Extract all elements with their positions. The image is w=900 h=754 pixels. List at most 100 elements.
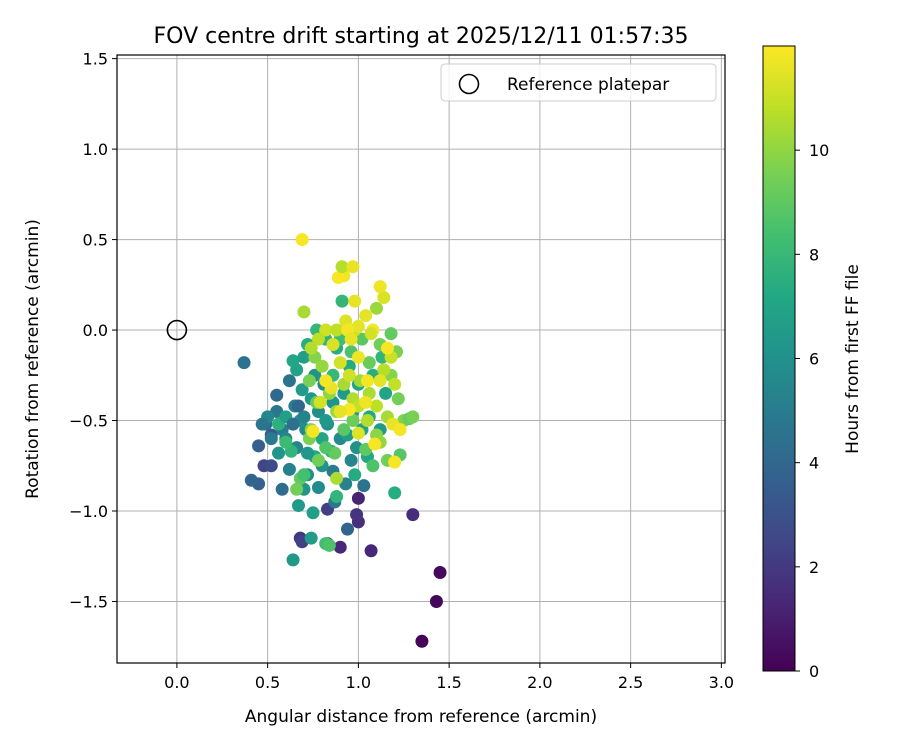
colorbar: 0 2 4 6 8 10 Hours from first FF file bbox=[762, 45, 863, 681]
scatter-point bbox=[380, 341, 394, 355]
scatter-points bbox=[166, 233, 447, 648]
scatter-point bbox=[373, 374, 387, 388]
scatter-point bbox=[351, 350, 365, 364]
scatter-point bbox=[415, 634, 429, 648]
scatter-point bbox=[333, 540, 347, 554]
scatter-point bbox=[364, 327, 378, 341]
scatter-point bbox=[301, 446, 315, 460]
x-tick-label: 0.0 bbox=[164, 673, 189, 692]
colorbar-tick-label: 4 bbox=[809, 454, 819, 473]
scatter-point bbox=[357, 479, 371, 493]
x-tick-label: 3.0 bbox=[709, 673, 734, 692]
scatter-point bbox=[237, 356, 251, 370]
scatter-point bbox=[313, 395, 327, 409]
reference-platepar-marker bbox=[166, 319, 188, 341]
scatter-point bbox=[319, 414, 333, 428]
scatter-point bbox=[346, 414, 360, 428]
scatter-point bbox=[364, 544, 378, 558]
scatter-point bbox=[362, 356, 376, 370]
scatter-point bbox=[331, 271, 345, 285]
y-tick-label: 1.0 bbox=[83, 140, 108, 159]
scatter-point bbox=[391, 392, 405, 406]
scatter-point bbox=[252, 439, 266, 453]
scatter-point bbox=[337, 423, 351, 437]
scatter-point bbox=[333, 404, 347, 418]
scatter-point bbox=[297, 468, 311, 482]
scatter-point bbox=[311, 453, 325, 467]
scatter-point bbox=[348, 294, 362, 308]
scatter-point bbox=[319, 374, 333, 388]
scatter-point bbox=[359, 395, 373, 409]
scatter-point bbox=[388, 486, 402, 500]
scatter-point bbox=[344, 332, 358, 346]
scatter-point bbox=[286, 354, 300, 368]
y-axis-label: Rotation from reference (arcmin) bbox=[23, 219, 43, 499]
scatter-point bbox=[335, 260, 349, 274]
scatter-point bbox=[322, 538, 336, 552]
scatter-point bbox=[351, 491, 365, 505]
scatter-point bbox=[264, 432, 278, 446]
y-tick-label: −1.0 bbox=[69, 502, 108, 521]
scatter-point bbox=[406, 508, 420, 522]
scatter-point bbox=[275, 482, 289, 496]
colorbar-tick-label: 2 bbox=[809, 558, 819, 577]
scatter-point bbox=[315, 359, 329, 373]
scatter-point bbox=[319, 323, 333, 337]
scatter-point bbox=[342, 368, 356, 382]
scatter-point bbox=[340, 522, 354, 536]
scatter-point bbox=[393, 423, 407, 437]
scatter-point bbox=[351, 426, 365, 440]
scatter-point bbox=[279, 435, 293, 449]
scatter-point bbox=[264, 459, 278, 473]
scatter-point bbox=[306, 424, 320, 438]
scatter-point bbox=[306, 506, 320, 520]
scatter-point bbox=[350, 508, 364, 522]
scatter-point bbox=[244, 473, 258, 487]
scatter-point bbox=[291, 499, 305, 513]
scatter-point bbox=[304, 341, 318, 355]
x-axis-label: Angular distance from reference (arcmin) bbox=[245, 707, 597, 727]
scatter-point bbox=[297, 305, 311, 319]
scatter-point bbox=[384, 327, 398, 341]
y-tick-label: 0.0 bbox=[83, 321, 108, 340]
grid bbox=[117, 55, 725, 663]
colorbar-tick-label: 10 bbox=[809, 141, 829, 160]
scatter-point bbox=[370, 301, 384, 315]
y-tick-label: −1.5 bbox=[69, 592, 108, 611]
scatter-point bbox=[344, 453, 358, 467]
scatter-point bbox=[346, 260, 360, 274]
scatter-point bbox=[366, 459, 380, 473]
legend-reference-marker bbox=[458, 73, 480, 95]
scatter-point bbox=[291, 399, 305, 413]
scatter-point bbox=[406, 410, 420, 424]
colorbar-label: Hours from first FF file bbox=[843, 264, 863, 454]
y-tick-label: −0.5 bbox=[69, 412, 108, 431]
colorbar-tick-label: 6 bbox=[809, 350, 819, 369]
scatter-point bbox=[373, 280, 387, 294]
x-tick-label: 1.0 bbox=[346, 673, 371, 692]
plot-frame bbox=[116, 54, 726, 664]
scatter-point bbox=[388, 455, 402, 469]
colorbar-gradient bbox=[762, 45, 796, 672]
x-tick-label: 0.5 bbox=[255, 673, 280, 692]
scatter-point bbox=[297, 350, 311, 364]
legend-entry-label: Reference platepar bbox=[507, 75, 669, 95]
legend: Reference platepar bbox=[440, 63, 717, 102]
scatter-point bbox=[326, 338, 340, 352]
y-tick-label: 0.5 bbox=[83, 231, 108, 250]
scatter-point bbox=[295, 383, 309, 397]
y-axis-ticks: −1.5 −1.0 −0.5 0.0 0.5 1.0 1.5 bbox=[69, 50, 117, 611]
scatter-point bbox=[304, 531, 318, 545]
scatter-point bbox=[330, 490, 344, 504]
scatter-point bbox=[377, 363, 391, 377]
scatter-point bbox=[286, 417, 300, 431]
x-tick-label: 2.5 bbox=[618, 673, 643, 692]
scatter-point bbox=[330, 471, 344, 485]
chart-title: FOV centre drift starting at 2025/12/11 … bbox=[154, 24, 689, 49]
x-axis-ticks: 0.0 0.5 1.0 1.5 2.0 2.5 3.0 bbox=[164, 663, 734, 692]
scatter-point bbox=[255, 417, 269, 431]
scatter-point bbox=[348, 468, 362, 482]
scatter-point bbox=[311, 332, 325, 346]
colorbar-tick-label: 8 bbox=[809, 245, 819, 264]
scatter-point bbox=[282, 462, 296, 476]
